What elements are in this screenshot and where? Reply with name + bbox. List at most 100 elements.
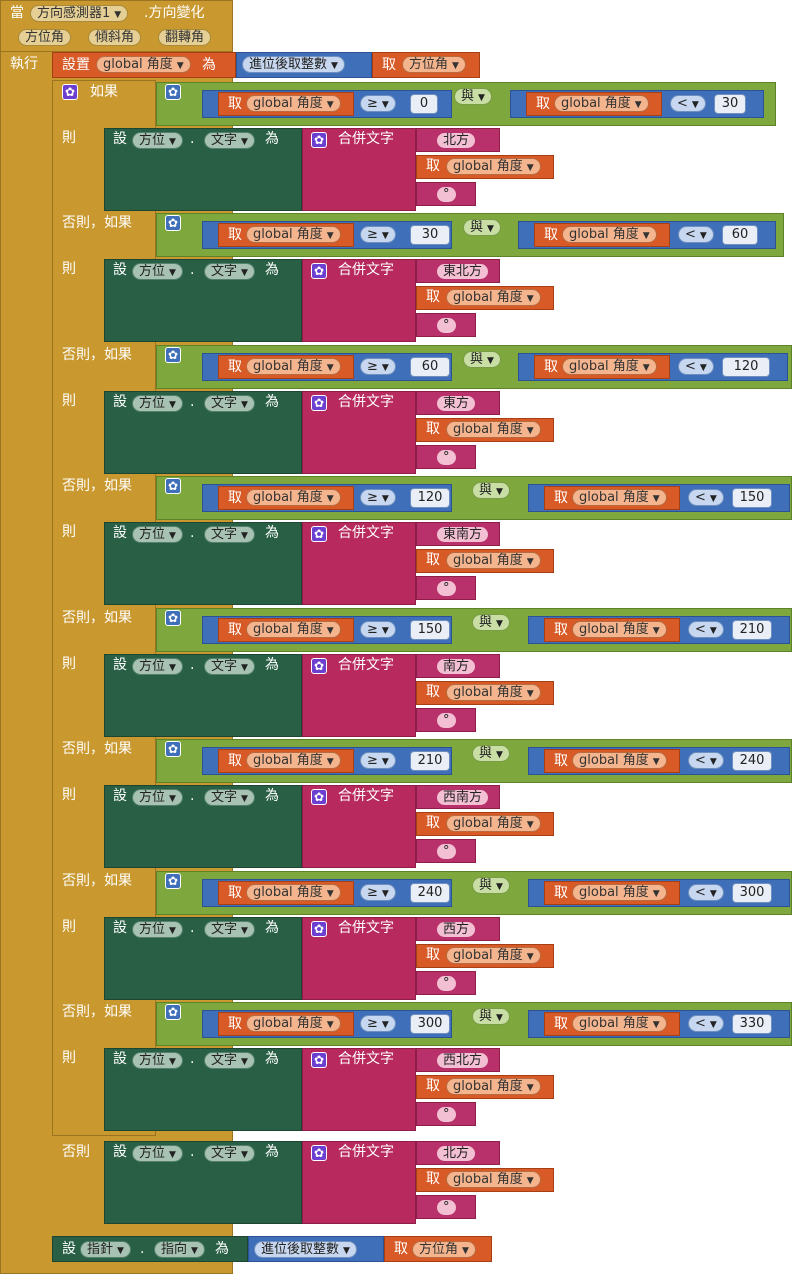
branch-8-var-right-dropdown[interactable]: global 角度 ▼ (572, 1015, 667, 1032)
branch-3-and-gear-icon[interactable]: ✿ (165, 347, 181, 363)
branch-5-prop-dropdown[interactable]: 文字 ▼ (204, 658, 255, 675)
else-component-dropdown[interactable]: 方位 ▼ (132, 1145, 183, 1162)
branch-1-text-degree[interactable]: ° (436, 186, 457, 203)
branch-5-and-gear-icon[interactable]: ✿ (165, 610, 181, 626)
branch-8-prop-dropdown[interactable]: 文字 ▼ (204, 1052, 255, 1069)
branch-6-and-gear-icon[interactable]: ✿ (165, 741, 181, 757)
branch-7-prop-dropdown[interactable]: 文字 ▼ (204, 921, 255, 938)
branch-4-lo-value[interactable]: 120 (410, 488, 450, 508)
branch-1-var-left-dropdown[interactable]: global 角度 ▼ (246, 95, 341, 112)
event-component-dropdown[interactable]: 方向感測器1 ▼ (30, 5, 129, 22)
branch-5-text-degree[interactable]: ° (436, 712, 457, 729)
branch-2-and-dropdown[interactable]: 與 ▼ (463, 219, 501, 236)
branch-6-text-degree[interactable]: ° (436, 843, 457, 860)
branch-8-var-join-dropdown[interactable]: global 角度 ▼ (446, 1078, 541, 1095)
else-prop-dropdown[interactable]: 文字 ▼ (204, 1145, 255, 1162)
branch-5-join-gear-icon[interactable]: ✿ (311, 658, 327, 674)
branch-3-op-ge-dropdown[interactable]: ≥ ▼ (360, 358, 396, 375)
branch-4-var-left-dropdown[interactable]: global 角度 ▼ (246, 489, 341, 506)
branch-6-text-dir[interactable]: 西南方 (436, 789, 490, 806)
branch-1-op-ge-dropdown[interactable]: ≥ ▼ (360, 95, 396, 112)
branch-5-text-dir[interactable]: 南方 (436, 658, 477, 675)
branch-1-var-join-dropdown[interactable]: global 角度 ▼ (446, 158, 541, 175)
final-round-dropdown[interactable]: 進位後取整數 ▼ (254, 1241, 357, 1258)
branch-5-and-dropdown[interactable]: 與 ▼ (472, 614, 510, 631)
branch-4-text-dir[interactable]: 東南方 (436, 526, 490, 543)
branch-8-lo-value[interactable]: 300 (410, 1014, 450, 1034)
branch-8-join-gear-icon[interactable]: ✿ (311, 1052, 327, 1068)
branch-5-var-right-dropdown[interactable]: global 角度 ▼ (572, 621, 667, 638)
param-pitch[interactable]: 傾斜角 (88, 29, 142, 46)
branch-2-component-dropdown[interactable]: 方位 ▼ (132, 263, 183, 280)
branch-2-join-gear-icon[interactable]: ✿ (311, 263, 327, 279)
branch-2-text-dir[interactable]: 東北方 (436, 263, 490, 280)
else-text-degree[interactable]: ° (436, 1199, 457, 1216)
branch-1-text-dir[interactable]: 北方 (436, 132, 477, 149)
else-join-gear-icon[interactable]: ✿ (311, 1145, 327, 1161)
branch-4-op-lt-dropdown[interactable]: < ▼ (688, 489, 724, 506)
branch-1-op-lt-dropdown[interactable]: < ▼ (670, 95, 706, 112)
branch-1-var-right-dropdown[interactable]: global 角度 ▼ (554, 95, 649, 112)
final-get-param-dropdown[interactable]: 方位角 ▼ (412, 1241, 476, 1258)
branch-8-and-dropdown[interactable]: 與 ▼ (472, 1008, 510, 1025)
branch-1-join-gear-icon[interactable]: ✿ (311, 132, 327, 148)
branch-8-text-degree[interactable]: ° (436, 1106, 457, 1123)
else-text-dir[interactable]: 北方 (436, 1145, 477, 1162)
branch-6-component-dropdown[interactable]: 方位 ▼ (132, 789, 183, 806)
branch-2-var-right-dropdown[interactable]: global 角度 ▼ (562, 226, 657, 243)
set-global-var-dropdown[interactable]: global 角度 ▼ (96, 56, 191, 73)
branch-8-and-gear-icon[interactable]: ✿ (165, 1004, 181, 1020)
branch-5-var-join-dropdown[interactable]: global 角度 ▼ (446, 684, 541, 701)
branch-6-var-left-dropdown[interactable]: global 角度 ▼ (246, 752, 341, 769)
branch-7-var-left-dropdown[interactable]: global 角度 ▼ (246, 884, 341, 901)
branch-2-prop-dropdown[interactable]: 文字 ▼ (204, 263, 255, 280)
round-op-dropdown[interactable]: 進位後取整數 ▼ (242, 56, 345, 73)
branch-4-hi-value[interactable]: 150 (732, 488, 772, 508)
branch-2-and-gear-icon[interactable]: ✿ (165, 215, 181, 231)
branch-3-var-right-dropdown[interactable]: global 角度 ▼ (562, 358, 657, 375)
branch-1-component-dropdown[interactable]: 方位 ▼ (132, 132, 183, 149)
branch-4-component-dropdown[interactable]: 方位 ▼ (132, 526, 183, 543)
branch-3-component-dropdown[interactable]: 方位 ▼ (132, 395, 183, 412)
branch-7-op-lt-dropdown[interactable]: < ▼ (688, 884, 724, 901)
branch-7-and-dropdown[interactable]: 與 ▼ (472, 877, 510, 894)
branch-2-var-join-dropdown[interactable]: global 角度 ▼ (446, 289, 541, 306)
param-azimuth[interactable]: 方位角 (18, 29, 72, 46)
branch-6-op-lt-dropdown[interactable]: < ▼ (688, 752, 724, 769)
branch-2-lo-value[interactable]: 30 (410, 225, 450, 245)
branch-8-op-ge-dropdown[interactable]: ≥ ▼ (360, 1015, 396, 1032)
branch-7-hi-value[interactable]: 300 (732, 883, 772, 903)
branch-3-hi-value[interactable]: 120 (722, 357, 770, 377)
param-roll[interactable]: 翻轉角 (158, 29, 212, 46)
branch-7-var-right-dropdown[interactable]: global 角度 ▼ (572, 884, 667, 901)
branch-8-text-dir[interactable]: 西北方 (436, 1052, 490, 1069)
branch-6-lo-value[interactable]: 210 (410, 751, 450, 771)
branch-4-text-degree[interactable]: ° (436, 580, 457, 597)
if-mutator-gear-icon[interactable]: ✿ (62, 84, 78, 100)
branch-1-hi-value[interactable]: 30 (714, 94, 746, 114)
branch-4-var-right-dropdown[interactable]: global 角度 ▼ (572, 489, 667, 506)
branch-2-op-lt-dropdown[interactable]: < ▼ (678, 226, 714, 243)
branch-4-prop-dropdown[interactable]: 文字 ▼ (204, 526, 255, 543)
branch-5-hi-value[interactable]: 210 (732, 620, 772, 640)
branch-7-join-gear-icon[interactable]: ✿ (311, 921, 327, 937)
final-component-dropdown[interactable]: 指針 ▼ (80, 1241, 131, 1258)
branch-8-var-left-dropdown[interactable]: global 角度 ▼ (246, 1015, 341, 1032)
branch-8-component-dropdown[interactable]: 方位 ▼ (132, 1052, 183, 1069)
branch-5-op-lt-dropdown[interactable]: < ▼ (688, 621, 724, 638)
branch-7-lo-value[interactable]: 240 (410, 883, 450, 903)
else-var-join-dropdown[interactable]: global 角度 ▼ (446, 1171, 541, 1188)
branch-1-and-gear-icon[interactable]: ✿ (165, 84, 181, 100)
branch-8-hi-value[interactable]: 330 (732, 1014, 772, 1034)
branch-1-lo-value[interactable]: 0 (410, 94, 438, 114)
branch-7-component-dropdown[interactable]: 方位 ▼ (132, 921, 183, 938)
branch-6-prop-dropdown[interactable]: 文字 ▼ (204, 789, 255, 806)
branch-6-hi-value[interactable]: 240 (732, 751, 772, 771)
branch-2-hi-value[interactable]: 60 (722, 225, 758, 245)
branch-4-join-gear-icon[interactable]: ✿ (311, 526, 327, 542)
branch-2-var-left-dropdown[interactable]: global 角度 ▼ (246, 226, 341, 243)
branch-3-lo-value[interactable]: 60 (410, 357, 450, 377)
branch-1-prop-dropdown[interactable]: 文字 ▼ (204, 132, 255, 149)
branch-3-var-join-dropdown[interactable]: global 角度 ▼ (446, 421, 541, 438)
branch-3-and-dropdown[interactable]: 與 ▼ (463, 351, 501, 368)
